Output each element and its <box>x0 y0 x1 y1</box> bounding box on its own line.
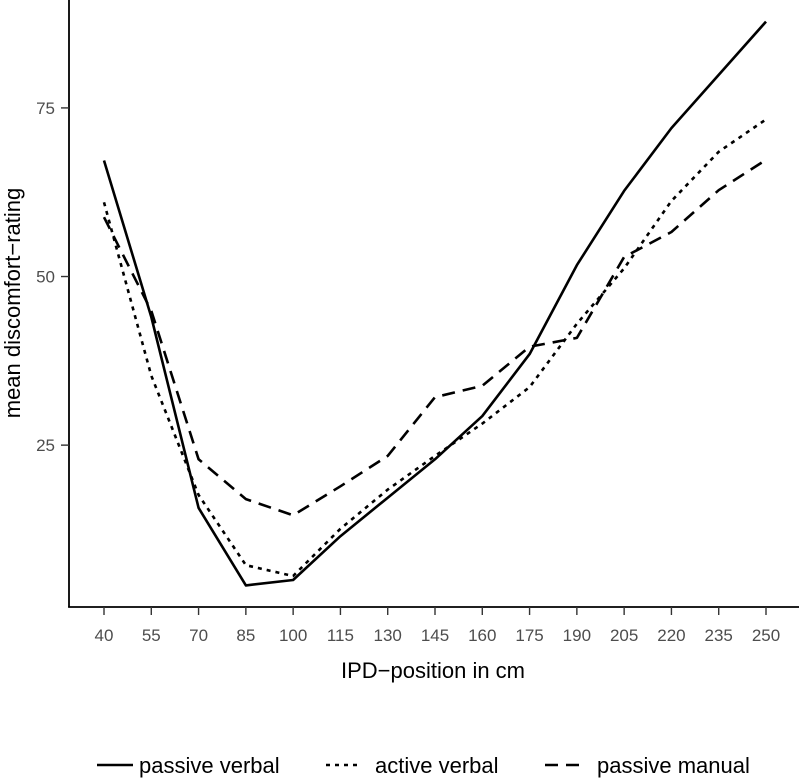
x-ticks: 40 55 70 85 100 115 130 145 160 175 190 205 220 235 25… <box>95 607 780 645</box>
x-tick-label: 70 <box>189 626 208 645</box>
x-tick-label: 235 <box>705 626 733 645</box>
x-tick-label: 100 <box>279 626 307 645</box>
series-line-active-verbal <box>102 118 767 578</box>
x-tick-label: 160 <box>468 626 496 645</box>
y-tick-label: 25 <box>36 436 55 455</box>
x-tick-label: 250 <box>752 626 780 645</box>
y-axis-title: mean discomfort−rating <box>0 188 25 419</box>
y-tick-label: 75 <box>36 99 55 118</box>
legend-label-passive-verbal: passive verbal <box>139 753 280 778</box>
x-tick-label: 130 <box>374 626 402 645</box>
x-tick-label: 145 <box>421 626 449 645</box>
y-ticks: 25 50 75 <box>36 99 69 455</box>
x-tick-label: 190 <box>563 626 591 645</box>
x-tick-label: 205 <box>610 626 638 645</box>
legend-label-active-verbal: active verbal <box>375 753 499 778</box>
legend-label-passive-manual: passive manual <box>597 753 750 778</box>
y-tick-label: 50 <box>36 268 55 287</box>
series-line-passive-manual <box>102 158 767 517</box>
x-tick-label: 175 <box>515 626 543 645</box>
axes <box>68 0 799 608</box>
x-tick-label: 40 <box>95 626 114 645</box>
x-tick-label: 220 <box>657 626 685 645</box>
x-axis-title: IPD−position in cm <box>341 658 525 683</box>
x-tick-label: 55 <box>142 626 161 645</box>
plot-lines <box>102 20 767 587</box>
legend: passive verbal active verbal passive manua… <box>97 753 750 778</box>
series-line-passive-verbal <box>102 20 767 587</box>
x-tick-label: 85 <box>236 626 255 645</box>
x-tick-label: 115 <box>327 626 354 645</box>
